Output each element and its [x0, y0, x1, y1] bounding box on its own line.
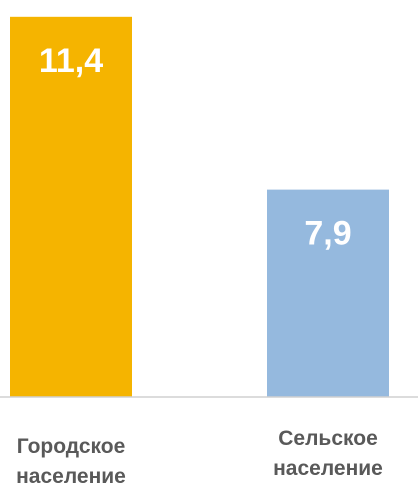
data-label: 11,4 [39, 42, 103, 80]
bar [267, 189, 389, 397]
x-tick-label: Сельское население [273, 427, 383, 480]
bar [10, 16, 132, 397]
x-tick-label: Городское население [16, 435, 126, 488]
data-label: 7,9 [304, 215, 351, 253]
